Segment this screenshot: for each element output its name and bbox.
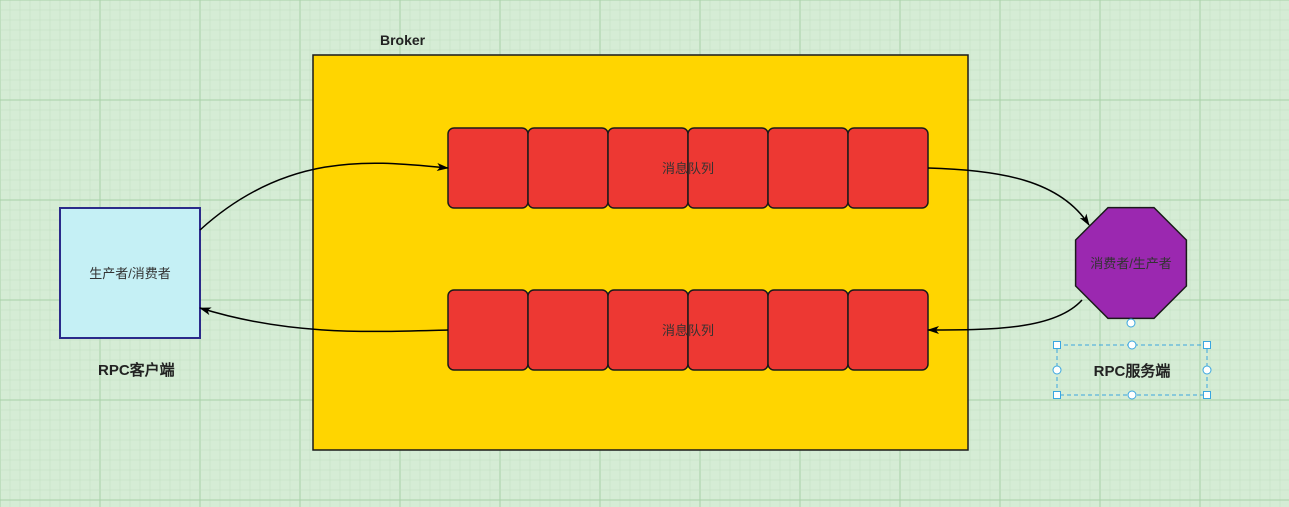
selection-handle-corner[interactable] bbox=[1204, 392, 1211, 399]
selection-handle-corner[interactable] bbox=[1054, 392, 1061, 399]
queue-cell bbox=[528, 128, 608, 208]
selection-handle-mid[interactable] bbox=[1128, 341, 1136, 349]
queue-cell bbox=[848, 290, 928, 370]
broker-box bbox=[313, 55, 968, 450]
queue-label: 消息队列 bbox=[662, 161, 714, 176]
queue-1: 消息队列 bbox=[448, 290, 928, 370]
server-label: 消费者/生产者 bbox=[1090, 256, 1172, 271]
selection-handle-mid[interactable] bbox=[1203, 366, 1211, 374]
queue-cell bbox=[448, 290, 528, 370]
queue-cell bbox=[528, 290, 608, 370]
broker-title: Broker bbox=[380, 32, 426, 48]
client-caption: RPC客户端 bbox=[98, 361, 175, 379]
queue-cell bbox=[848, 128, 928, 208]
selection-handle-mid[interactable] bbox=[1053, 366, 1061, 374]
queue-cell bbox=[768, 128, 848, 208]
selection-handle-mid[interactable] bbox=[1128, 391, 1136, 399]
server-caption[interactable]: RPC服务端 bbox=[1094, 362, 1171, 380]
selection-handle-corner[interactable] bbox=[1054, 342, 1061, 349]
octagon-connection-point[interactable] bbox=[1127, 319, 1135, 327]
queue-label: 消息队列 bbox=[662, 323, 714, 338]
queue-0: 消息队列 bbox=[448, 128, 928, 208]
client-label: 生产者/消费者 bbox=[89, 266, 171, 281]
queue-cell bbox=[448, 128, 528, 208]
selection-handle-corner[interactable] bbox=[1204, 342, 1211, 349]
queue-cell bbox=[768, 290, 848, 370]
